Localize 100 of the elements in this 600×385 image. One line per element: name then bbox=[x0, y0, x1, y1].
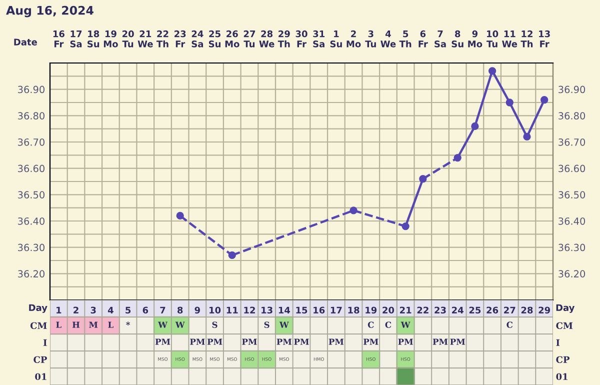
x-tick-label: 18 bbox=[348, 306, 360, 314]
x-tick-label: 17 Sa bbox=[70, 30, 82, 48]
x-tick-label: 21 We bbox=[138, 30, 153, 48]
x-tick-label: 2 Mo bbox=[346, 30, 361, 48]
point bbox=[471, 122, 479, 130]
point bbox=[506, 98, 514, 106]
x-tick-label: 16 Fr bbox=[53, 30, 64, 48]
x-tick-label: 7 bbox=[160, 306, 166, 314]
x-tick-label: 28 bbox=[521, 306, 533, 314]
text: S bbox=[212, 322, 218, 328]
x-tick-label: 22 bbox=[417, 306, 428, 314]
text: PM bbox=[155, 338, 170, 345]
text: PM bbox=[294, 338, 309, 345]
x-tick-label: 2 bbox=[74, 306, 78, 314]
text: M bbox=[89, 322, 98, 328]
y-tick-label: CP bbox=[556, 356, 570, 364]
text: L bbox=[108, 322, 114, 328]
text: W bbox=[175, 322, 185, 328]
x-tick-label: 5 Th bbox=[399, 30, 412, 48]
text: H bbox=[72, 322, 80, 328]
x-tick-label: 1 bbox=[56, 306, 62, 314]
x-tick-label: 5 bbox=[126, 306, 131, 314]
point bbox=[176, 212, 184, 220]
x-tick-label: 29 bbox=[538, 306, 550, 314]
text: L bbox=[56, 322, 62, 328]
x-axis-title: Date bbox=[14, 38, 37, 46]
x-tick-label: 8 Su bbox=[452, 30, 464, 48]
x-tick-label: 27 bbox=[504, 306, 516, 314]
point bbox=[228, 251, 236, 260]
point bbox=[540, 96, 548, 104]
y-tick-label: 36.90 bbox=[18, 86, 44, 94]
x-tick-label: 22 Th bbox=[156, 30, 168, 48]
x-tick-label: 24 Sa bbox=[192, 30, 204, 48]
text: W bbox=[279, 322, 289, 328]
x-tick-label: 20 bbox=[382, 306, 394, 314]
x-tick-label: 14 bbox=[278, 306, 290, 314]
y-tick-label: 36.30 bbox=[18, 244, 44, 252]
point bbox=[523, 132, 531, 141]
text: PM bbox=[364, 338, 378, 345]
x-axis-title: Day bbox=[29, 304, 48, 313]
x-tick-label: 25 bbox=[469, 306, 481, 314]
text: PM bbox=[328, 338, 344, 345]
y-tick-label: I bbox=[556, 339, 560, 346]
x-tick-label: 18 Su bbox=[88, 30, 100, 48]
y-tick-label: 36.80 bbox=[18, 112, 44, 120]
text: PM bbox=[450, 338, 465, 345]
y-tick-label: CM bbox=[556, 322, 573, 330]
x-tick-label: 31 Sa bbox=[313, 30, 325, 48]
x-tick-label: 11 We bbox=[502, 30, 518, 48]
x-tick-label: 23 Fr bbox=[174, 30, 186, 48]
y-tick-label: 36.60 bbox=[18, 164, 44, 172]
x-tick-label: 12 bbox=[244, 306, 255, 314]
x-tick-label: 23 bbox=[434, 306, 446, 314]
x-tick-label: 29 Th bbox=[278, 30, 290, 48]
point bbox=[419, 175, 427, 183]
x-tick-label: 30 Fr bbox=[296, 30, 308, 48]
x-tick-label: 3 bbox=[90, 306, 96, 314]
text: PM bbox=[276, 338, 292, 345]
x-tick-label: 24 bbox=[452, 306, 464, 314]
x-tick-label: 11 bbox=[226, 306, 238, 314]
x-tick-label: 9 Mo bbox=[468, 30, 482, 48]
x-tick-label: 26 Mo bbox=[225, 30, 240, 48]
point bbox=[488, 67, 496, 75]
text: PM bbox=[432, 338, 448, 345]
text: PM bbox=[190, 338, 205, 345]
y-tick-label: 36.70 bbox=[18, 138, 44, 146]
text: Day bbox=[556, 304, 575, 313]
x-tick-label: 7 Sa bbox=[434, 30, 446, 48]
text: C bbox=[506, 322, 513, 328]
x-tick-label: 21 bbox=[400, 306, 412, 314]
text: W bbox=[400, 322, 410, 328]
x-tick-label: 6 bbox=[142, 306, 148, 314]
x-tick-label: 1 Su bbox=[330, 30, 342, 48]
x-tick-label: 15 bbox=[296, 306, 308, 314]
x-tick-label: 27 Tu bbox=[244, 30, 256, 48]
text: * bbox=[126, 322, 130, 326]
x-tick-label: 10 bbox=[210, 306, 221, 314]
x-tick-label: 12 Th bbox=[520, 30, 533, 48]
x-tick-label: 28 We bbox=[259, 30, 274, 48]
point bbox=[454, 154, 462, 162]
point bbox=[402, 222, 410, 230]
x-tick-label: 25 Su bbox=[208, 30, 220, 48]
x-tick-label: 6 Fr bbox=[418, 30, 428, 48]
point bbox=[350, 206, 358, 214]
x-tick-label: 16 bbox=[314, 306, 325, 314]
x-tick-label: 9 bbox=[194, 306, 200, 314]
chart-title: Aug 16, 2024 bbox=[6, 6, 94, 18]
text: S bbox=[264, 322, 270, 328]
x-tick-label: 8 bbox=[177, 306, 183, 314]
text: PM bbox=[398, 338, 413, 345]
text: C bbox=[385, 322, 392, 328]
x-tick-label: 13 bbox=[262, 306, 272, 314]
x-tick-label: 17 bbox=[330, 306, 342, 314]
y-tick-label: 36.40 bbox=[18, 217, 44, 225]
y-tick-label: 36.50 bbox=[18, 191, 44, 198]
x-tick-label: 10 Tu bbox=[486, 30, 498, 48]
text: PM bbox=[207, 338, 222, 345]
x-tick-label: 13 Fr bbox=[539, 30, 550, 48]
x-tick-label: 19 Mo bbox=[104, 30, 118, 48]
text: PM bbox=[242, 338, 257, 345]
